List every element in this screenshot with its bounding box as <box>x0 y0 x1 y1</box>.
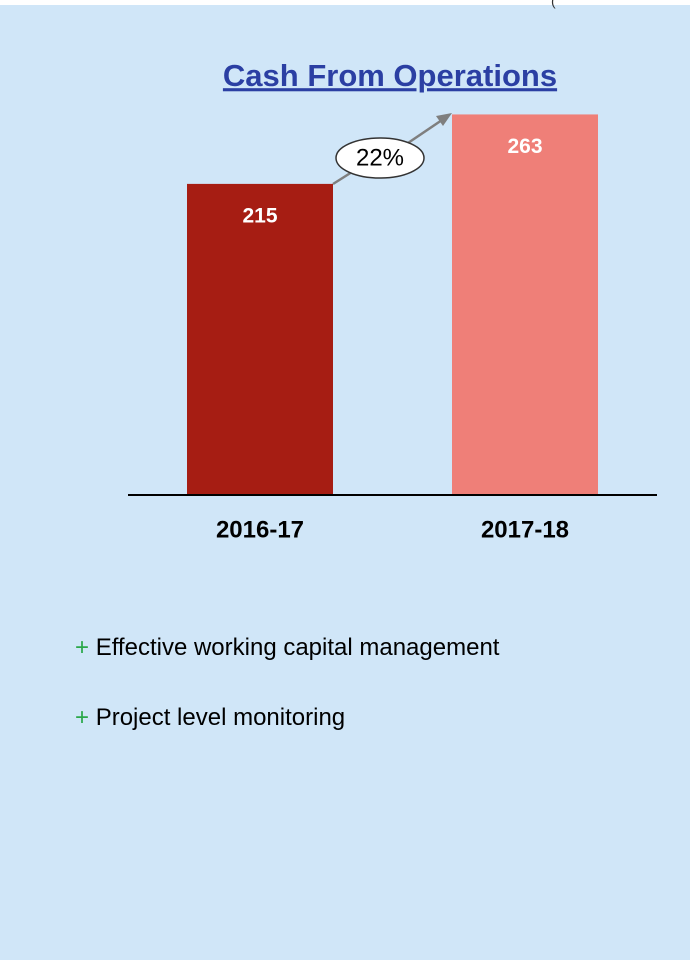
x-tick-label: 2016-17 <box>216 516 304 543</box>
growth-label: 22% <box>356 144 404 171</box>
chart-title: Cash From Operations <box>223 58 557 93</box>
arrow-line <box>407 118 443 145</box>
note-text: Effective working capital management <box>96 634 500 661</box>
data-label: 263 <box>507 135 542 158</box>
notes: + Effective working capital management+ … <box>75 634 500 731</box>
data-label: 215 <box>242 204 277 227</box>
arrow-head <box>436 113 452 126</box>
arrow-line <box>332 170 353 186</box>
growth-bubble <box>335 137 425 179</box>
bar <box>452 114 598 496</box>
bar <box>187 183 333 495</box>
bullet: + <box>75 704 96 731</box>
x-tick-label: 2017-18 <box>481 516 569 543</box>
bullet: + <box>75 634 96 661</box>
bars: 215 2016-17 263 2017-18 <box>187 114 598 543</box>
note-text: Project level monitoring <box>96 704 345 731</box>
note: + Project level monitoring <box>75 704 345 731</box>
note: + Effective working capital management <box>75 634 500 661</box>
corner-text: ( <box>551 0 556 9</box>
